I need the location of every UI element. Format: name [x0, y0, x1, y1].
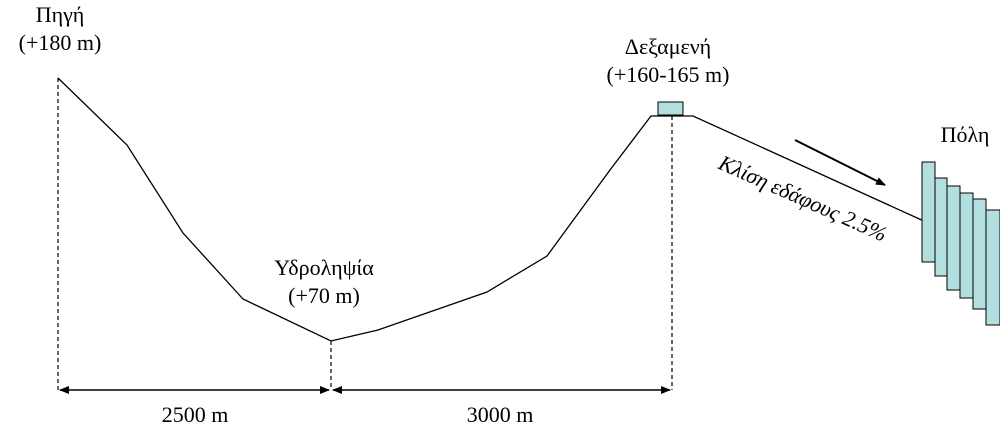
- city-name: Πόλη: [941, 122, 990, 147]
- reservoir-elevation: (+160-165 m): [607, 62, 730, 87]
- flow-arrow: [794, 139, 886, 186]
- slope-label: Κλίση εδάφους 2.5%: [714, 149, 891, 246]
- building: [972, 198, 987, 310]
- distance-label: 3000 m: [467, 402, 534, 427]
- intake-elevation: (+70 m): [288, 283, 360, 308]
- building: [921, 161, 936, 263]
- building: [946, 185, 961, 291]
- distance-label: 2500 m: [162, 402, 229, 427]
- city-buildings: [921, 161, 1000, 326]
- building: [959, 192, 974, 299]
- reservoir-name: Δεξαμενή: [625, 34, 711, 59]
- source-elevation: (+180 m): [19, 30, 102, 55]
- building: [985, 209, 1000, 326]
- guides: [57, 78, 673, 390]
- intake-name: Υδροληψία: [274, 255, 374, 280]
- source-name: Πηγή: [36, 2, 85, 27]
- terrain: [57, 77, 927, 342]
- reservoir-tank: [657, 101, 684, 116]
- building: [934, 177, 948, 277]
